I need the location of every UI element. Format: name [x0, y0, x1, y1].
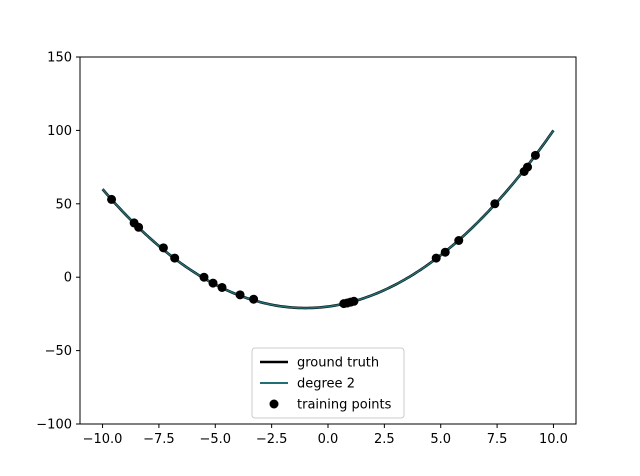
training-point	[158, 243, 168, 253]
training-point	[440, 247, 450, 257]
y-tick-label: −50	[45, 344, 72, 359]
y-tick-label: 150	[47, 51, 72, 66]
y-tick-label: 100	[47, 124, 72, 139]
training-point	[199, 272, 209, 282]
training-point	[523, 162, 533, 172]
y-tick-label: −100	[36, 418, 72, 433]
x-tick-label: −7.5	[143, 432, 175, 447]
training-point	[217, 282, 227, 292]
training-point	[170, 253, 180, 263]
legend-box	[251, 347, 405, 419]
training-point	[208, 278, 218, 288]
x-tick-label: 7.5	[487, 432, 508, 447]
training-point	[107, 194, 117, 204]
plot-area	[101, 129, 555, 310]
y-tick-label: 50	[55, 197, 72, 212]
training-point	[134, 222, 144, 232]
x-tick-label: 2.5	[374, 432, 395, 447]
x-tick-label: 0.0	[318, 432, 339, 447]
training-point	[431, 253, 441, 263]
legend: ground truth degree 2 training points	[251, 347, 405, 419]
x-tick-label: −2.5	[256, 432, 288, 447]
training-point	[235, 290, 245, 300]
legend-label-degree-2: degree 2	[297, 377, 355, 392]
axis-ticks: −10.0 −7.5 −5.0 −2.5 0.0 2.5 5.0 7.5 10.0 −100 −50…	[36, 51, 568, 448]
x-tick-label: 5.0	[430, 432, 451, 447]
legend-label-ground-truth: ground truth	[297, 356, 379, 371]
training-point	[349, 296, 359, 306]
training-point	[454, 236, 464, 245]
training-point	[249, 294, 259, 304]
legend-swatch-training-points	[269, 399, 279, 409]
x-tick-label: −5.0	[199, 432, 231, 447]
x-tick-label: −10.0	[83, 432, 123, 447]
legend-label-training-points: training points	[297, 398, 392, 413]
x-tick-label: 10.0	[539, 432, 568, 447]
training-point	[530, 150, 540, 160]
training-point	[490, 199, 500, 209]
y-tick-label: 0	[64, 271, 72, 286]
